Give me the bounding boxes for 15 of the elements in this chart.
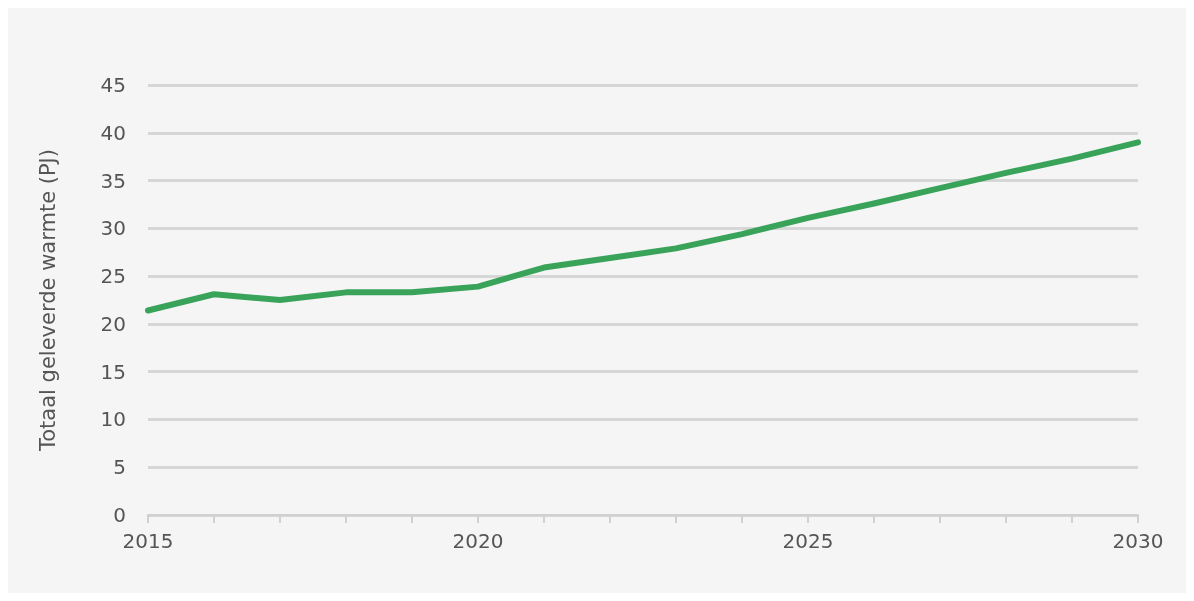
- y-tick-label: 5: [113, 455, 126, 480]
- x-tick-label: 2030: [1112, 529, 1164, 553]
- y-tick-label: 30: [100, 216, 126, 241]
- x-tick-label: 2015: [122, 529, 174, 553]
- y-tick-label: 0: [113, 503, 126, 527]
- y-tick-label: 25: [100, 264, 126, 289]
- y-tick-label: 35: [100, 168, 126, 193]
- x-tick-label: 2025: [782, 529, 834, 553]
- y-axis-title: Totaal geleverde warmte (PJ): [35, 149, 60, 452]
- y-tick-label: 45: [100, 73, 126, 97]
- y-tick-label: 20: [100, 311, 126, 336]
- y-tick-label: 40: [100, 120, 126, 145]
- y-tick-label: 10: [100, 407, 126, 432]
- x-tick-label: 2020: [452, 529, 504, 553]
- y-tick-label: 15: [100, 359, 126, 384]
